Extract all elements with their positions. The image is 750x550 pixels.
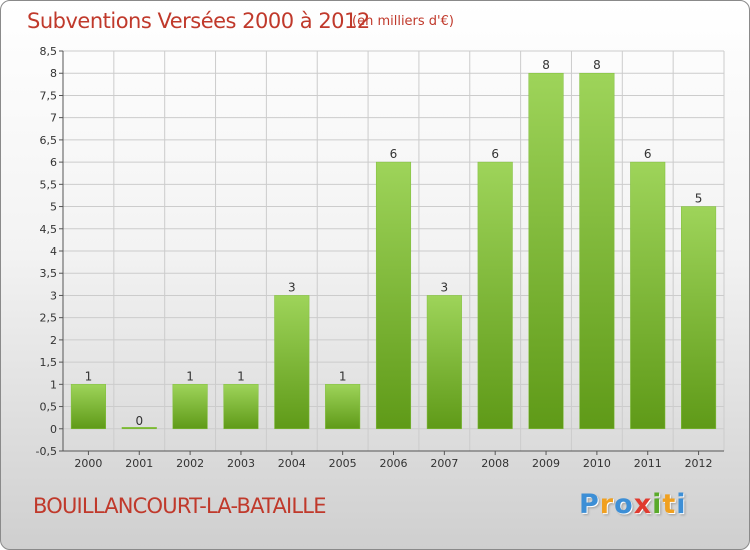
bar-value-label: 6 xyxy=(491,147,499,161)
bar-value-label: 3 xyxy=(288,280,296,294)
x-tick-label: 2004 xyxy=(278,457,306,470)
bar-value-label: 8 xyxy=(593,58,601,72)
bar-value-label: 6 xyxy=(390,147,398,161)
chart-title: Subventions Versées 2000 à 2012 xyxy=(27,9,370,33)
y-tick-label: 4 xyxy=(50,245,57,258)
bar xyxy=(70,384,106,430)
y-tick-label: 8 xyxy=(50,67,57,80)
axes xyxy=(59,50,724,455)
labels: -0,5 0 0,5 1 1,5 2 2,5 3 3,5 4 4,5 5 5,5 6 6,5 7 7,5 8 8,5… xyxy=(36,45,713,470)
y-tick-label: 5,5 xyxy=(40,178,58,191)
y-tick-label: -0,5 xyxy=(36,445,57,458)
bar-value-label: 1 xyxy=(237,369,245,383)
x-tick-label: 2012 xyxy=(685,457,713,470)
commune-name: BOUILLANCOURT-LA-BATAILLE xyxy=(33,494,326,518)
x-tick-label: 2011 xyxy=(634,457,662,470)
y-tick-label: 1,5 xyxy=(40,356,58,369)
x-tick-label: 2009 xyxy=(532,457,560,470)
x-tick-label: 2007 xyxy=(430,457,458,470)
y-tick-label: 0 xyxy=(50,423,57,436)
bar xyxy=(223,384,259,430)
bar-value-label: 6 xyxy=(644,147,652,161)
bar xyxy=(528,72,564,430)
bars xyxy=(70,72,717,430)
y-tick-label: 4,5 xyxy=(40,223,58,236)
bar-value-label: 0 xyxy=(135,414,143,428)
brand-letter: t xyxy=(662,489,677,520)
x-tick-label: 2006 xyxy=(380,457,408,470)
brand-letter: o xyxy=(614,489,634,520)
bar-value-label: 8 xyxy=(542,58,550,72)
x-tick-label: 2005 xyxy=(329,457,357,470)
y-tick-label: 1 xyxy=(50,378,57,391)
y-tick-label: 5 xyxy=(50,201,57,214)
brand-letter: P xyxy=(579,489,600,520)
y-tick-label: 0,5 xyxy=(40,401,58,414)
bar xyxy=(274,295,310,430)
bar-value-label: 5 xyxy=(695,192,703,206)
bar xyxy=(477,161,513,430)
y-tick-label: 8,5 xyxy=(40,45,58,58)
bar xyxy=(121,427,157,430)
x-tick-label: 2001 xyxy=(125,457,153,470)
bar xyxy=(630,161,666,430)
x-tick-label: 2000 xyxy=(74,457,102,470)
x-tick-label: 2002 xyxy=(176,457,204,470)
y-tick-label: 6 xyxy=(50,156,57,169)
brand-letter: r xyxy=(599,489,615,520)
bar xyxy=(375,161,412,430)
brand-letter: i xyxy=(676,489,687,520)
brand-logo: Proxiti xyxy=(579,489,687,520)
y-tick-label: 6,5 xyxy=(40,134,58,147)
bar xyxy=(426,295,462,430)
x-tick-label: 2010 xyxy=(583,457,611,470)
bar xyxy=(579,72,615,430)
y-tick-label: 3 xyxy=(50,289,57,302)
x-tick-label: 2008 xyxy=(481,457,509,470)
y-tick-label: 2 xyxy=(50,334,57,347)
bar-value-label: 1 xyxy=(186,369,194,383)
bar xyxy=(172,384,208,430)
chart-subtitle: (en milliers d'€) xyxy=(352,14,454,29)
bar-value-label: 1 xyxy=(339,369,347,383)
y-tick-label: 3,5 xyxy=(40,267,58,280)
y-tick-label: 7 xyxy=(50,112,57,125)
bar-value-label: 3 xyxy=(441,280,449,294)
brand-letter: x xyxy=(633,489,653,520)
bar xyxy=(325,384,361,430)
bar xyxy=(681,206,717,430)
y-tick-label: 2,5 xyxy=(40,312,58,325)
brand-letter: i xyxy=(652,489,663,520)
x-tick-label: 2003 xyxy=(227,457,255,470)
y-tick-label: 7,5 xyxy=(40,89,58,102)
bar-value-label: 1 xyxy=(85,369,93,383)
